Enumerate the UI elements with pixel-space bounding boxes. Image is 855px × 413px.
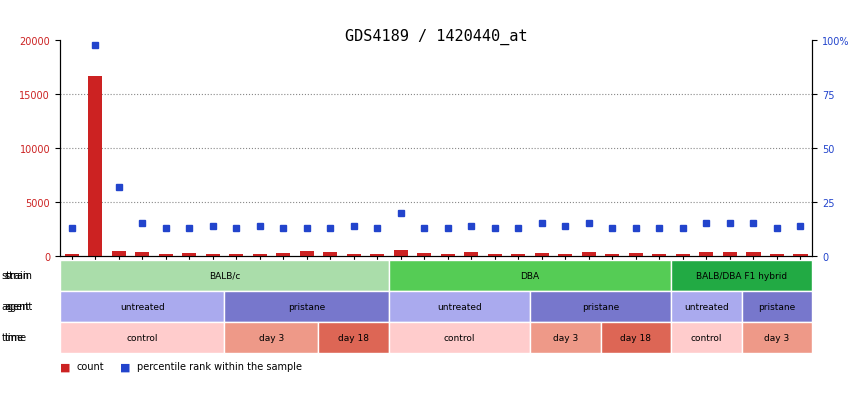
Bar [323,253,337,256]
Text: pristane: pristane [758,302,796,311]
Text: pristane: pristane [582,302,619,311]
Bar [276,253,290,256]
Text: time: time [2,332,24,343]
Text: percentile rank within the sample: percentile rank within the sample [137,361,302,371]
Bar [441,254,455,256]
Bar [770,254,784,256]
Bar [253,254,267,256]
Text: strain: strain [4,271,32,281]
Bar [628,253,643,256]
Bar [558,254,573,256]
Bar [793,254,808,256]
Bar [581,253,596,256]
Text: day 3: day 3 [259,333,284,342]
Text: control: control [444,333,475,342]
Text: ■: ■ [60,361,70,371]
Bar [605,254,620,256]
Bar [205,254,220,256]
Bar [65,254,79,256]
Bar [88,77,103,256]
Bar [746,253,761,256]
Bar [346,254,361,256]
Text: time: time [4,332,27,343]
Bar [370,254,384,256]
Bar [699,253,713,256]
Bar [135,253,150,256]
Text: untreated: untreated [437,302,482,311]
Text: control: control [127,333,158,342]
Bar [535,253,549,256]
Text: day 18: day 18 [621,333,652,342]
Text: ■: ■ [120,361,130,371]
Text: strain: strain [2,271,30,281]
Text: day 3: day 3 [764,333,790,342]
Text: control: control [691,333,722,342]
Text: GDS4189 / 1420440_at: GDS4189 / 1420440_at [345,29,528,45]
Text: agent: agent [2,301,30,312]
Bar [229,254,243,256]
Bar [487,254,502,256]
Bar [182,253,196,256]
Bar [723,253,737,256]
Text: agent: agent [4,301,32,312]
Bar [417,253,431,256]
Bar [393,251,408,256]
Text: untreated: untreated [120,302,164,311]
Text: day 18: day 18 [339,333,369,342]
Text: DBA: DBA [521,271,540,280]
Text: count: count [77,361,104,371]
Bar [511,254,525,256]
Bar [652,254,667,256]
Bar [159,254,173,256]
Text: pristane: pristane [288,302,326,311]
Bar [111,252,126,256]
Bar [464,253,479,256]
Bar [675,254,690,256]
Text: day 3: day 3 [552,333,578,342]
Text: BALB/c: BALB/c [209,271,240,280]
Bar [299,252,314,256]
Text: untreated: untreated [684,302,728,311]
Text: BALB/DBA F1 hybrid: BALB/DBA F1 hybrid [696,271,787,280]
